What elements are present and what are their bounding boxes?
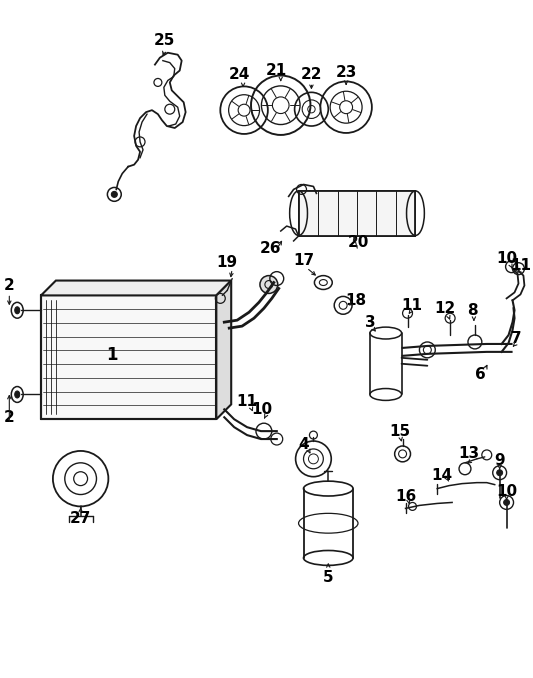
Text: 19: 19 (217, 255, 238, 271)
Text: 15: 15 (389, 424, 410, 439)
Text: 9: 9 (494, 454, 505, 468)
Text: 17: 17 (293, 254, 314, 268)
Circle shape (260, 275, 278, 294)
Text: 2: 2 (4, 278, 15, 293)
Text: 1: 1 (107, 346, 118, 364)
Text: 22: 22 (301, 67, 322, 82)
Text: 26: 26 (260, 241, 281, 256)
Text: 11: 11 (237, 394, 257, 409)
Text: 24: 24 (229, 67, 250, 82)
Polygon shape (41, 281, 231, 296)
Ellipse shape (15, 307, 20, 314)
Text: 10: 10 (496, 252, 517, 266)
Text: 8: 8 (467, 303, 478, 318)
Text: 11: 11 (401, 298, 422, 313)
Text: 18: 18 (345, 293, 367, 308)
Text: 21: 21 (266, 63, 287, 78)
Text: 5: 5 (323, 570, 334, 585)
Text: 12: 12 (434, 301, 456, 316)
Circle shape (504, 500, 510, 505)
Text: 20: 20 (348, 235, 369, 250)
Bar (41, 296, 216, 419)
Text: 25: 25 (154, 33, 175, 48)
Text: 3: 3 (365, 315, 375, 330)
Circle shape (497, 470, 503, 476)
Text: 16: 16 (395, 489, 416, 504)
Text: 14: 14 (432, 468, 453, 483)
Text: 6: 6 (475, 367, 486, 382)
Text: 10: 10 (496, 484, 517, 499)
Ellipse shape (15, 391, 20, 398)
Text: 2: 2 (4, 410, 15, 424)
Polygon shape (216, 281, 231, 419)
Text: 7: 7 (511, 330, 522, 346)
Text: 10: 10 (252, 402, 272, 417)
Text: 13: 13 (458, 446, 480, 462)
Bar (298, 191, 415, 236)
Text: 27: 27 (70, 511, 91, 526)
Circle shape (111, 191, 117, 197)
Text: 11: 11 (510, 258, 531, 273)
Bar (298, 191, 415, 236)
Text: 23: 23 (335, 65, 357, 80)
Text: 4: 4 (298, 437, 309, 452)
